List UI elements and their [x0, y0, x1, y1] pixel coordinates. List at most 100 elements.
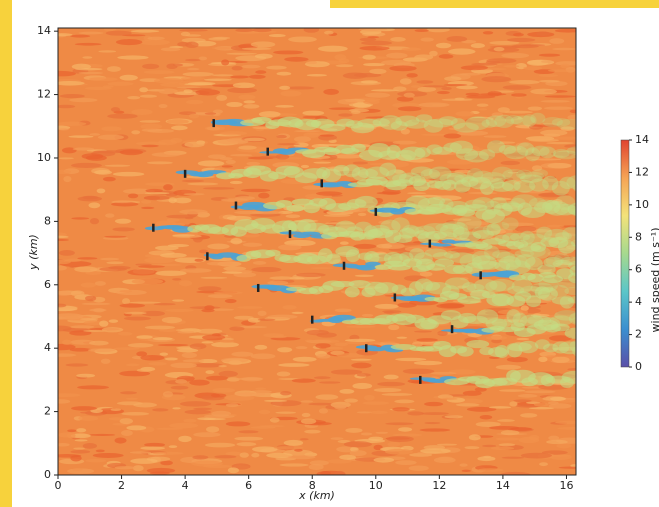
- y-tick-label: 4: [44, 341, 51, 354]
- field-streak: [125, 363, 140, 367]
- field-streak: [156, 427, 184, 430]
- field-streak: [394, 399, 415, 404]
- field-streak: [173, 197, 192, 204]
- field-streak: [550, 396, 566, 401]
- field-streak: [427, 172, 439, 178]
- wake: [399, 227, 416, 239]
- field-streak: [77, 257, 98, 260]
- wake: [542, 175, 559, 191]
- field-streak: [58, 259, 71, 265]
- x-axis-label: x (km): [298, 489, 335, 502]
- field-streak: [482, 31, 494, 35]
- field-streak: [198, 56, 208, 61]
- field-streak: [343, 441, 372, 448]
- field-streak: [569, 109, 576, 114]
- wake: [404, 119, 429, 129]
- field-streak: [111, 201, 139, 207]
- field-streak: [464, 117, 492, 123]
- wake: [553, 150, 576, 160]
- field-streak: [462, 390, 482, 396]
- field-streak: [271, 335, 288, 339]
- field-streak: [152, 451, 184, 455]
- field-streak: [194, 258, 204, 262]
- field-streak: [85, 154, 107, 161]
- field-streak: [172, 234, 195, 237]
- field-streak: [192, 236, 203, 243]
- wake: [569, 265, 576, 277]
- field-streak: [70, 455, 82, 462]
- field-streak: [70, 339, 96, 345]
- wake: [455, 148, 479, 161]
- field-streak: [203, 187, 235, 190]
- field-streak: [280, 391, 292, 396]
- field-streak: [299, 438, 309, 441]
- field-streak: [66, 432, 76, 439]
- field-streak: [287, 455, 316, 460]
- field-streak: [159, 328, 178, 333]
- field-streak: [466, 406, 497, 412]
- field-streak: [78, 71, 103, 75]
- field-streak: [280, 90, 302, 97]
- field-streak: [318, 408, 329, 414]
- field-streak: [446, 159, 474, 165]
- field-streak: [105, 30, 132, 36]
- wake: [443, 142, 462, 153]
- field-streak: [278, 244, 302, 251]
- field-streak: [178, 280, 193, 287]
- field-streak: [119, 149, 143, 156]
- wake: [577, 143, 593, 157]
- field-streak: [523, 66, 543, 71]
- field-streak: [306, 74, 328, 77]
- y-tick-label: 2: [44, 405, 51, 418]
- field-streak: [87, 348, 115, 352]
- field-streak: [567, 367, 576, 371]
- field-streak: [488, 145, 518, 152]
- field-streak: [395, 460, 417, 466]
- wake: [560, 256, 576, 266]
- field-streak: [441, 86, 452, 91]
- field-streak: [189, 343, 207, 350]
- field-streak: [85, 459, 107, 463]
- field-streak: [193, 432, 221, 438]
- field-streak: [516, 337, 530, 341]
- field-streak: [165, 308, 194, 312]
- field-streak: [225, 159, 236, 165]
- field-streak: [97, 134, 125, 140]
- field-streak: [200, 276, 228, 279]
- field-streak: [152, 408, 169, 412]
- field-streak: [409, 453, 433, 457]
- field-streak: [455, 111, 475, 117]
- field-streak: [491, 112, 504, 118]
- wake: [571, 316, 576, 324]
- field-streak: [349, 108, 370, 113]
- wake: [354, 221, 372, 232]
- field-streak: [556, 443, 572, 449]
- field-streak: [334, 404, 347, 410]
- field-streak: [89, 217, 100, 225]
- wake: [513, 179, 536, 193]
- field-streak: [363, 394, 375, 401]
- field-streak: [319, 134, 335, 137]
- wake: [473, 278, 498, 292]
- field-streak: [163, 184, 173, 191]
- field-streak: [144, 192, 170, 195]
- wake: [626, 182, 652, 192]
- field-streak: [255, 70, 267, 74]
- field-streak: [58, 249, 75, 256]
- field-streak: [422, 85, 447, 88]
- field-streak: [138, 265, 165, 268]
- wake: [432, 252, 454, 260]
- field-streak: [136, 368, 153, 373]
- field-streak: [58, 33, 73, 37]
- field-streak: [454, 169, 471, 174]
- field-streak: [126, 425, 147, 431]
- field-streak: [127, 95, 141, 100]
- field-streak: [458, 152, 469, 156]
- field-streak: [241, 64, 261, 69]
- wake: [524, 257, 543, 271]
- wake: [522, 114, 537, 127]
- wake: [604, 143, 623, 157]
- x-tick-label: 14: [496, 479, 510, 492]
- field-streak: [414, 29, 429, 33]
- wake: [464, 150, 489, 163]
